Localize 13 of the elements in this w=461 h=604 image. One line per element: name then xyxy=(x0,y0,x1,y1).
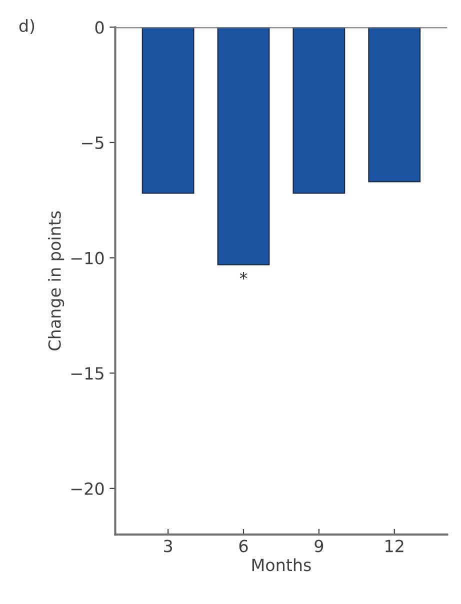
y-tick-label: 0 xyxy=(95,21,104,34)
annotation: * xyxy=(240,272,248,280)
text: d) xyxy=(19,19,34,34)
y-tick-label: −10 xyxy=(71,252,104,264)
x-tick-label: 12 xyxy=(386,540,404,552)
y-tick-label: −15 xyxy=(71,367,104,380)
y-tick-label: −5 xyxy=(82,136,104,150)
x-tick-label: 9 xyxy=(314,540,324,552)
x-tick-label: 6 xyxy=(239,540,248,552)
y-tick-label: −20 xyxy=(71,482,104,495)
x-axis-title: Months xyxy=(252,558,311,572)
y-axis-title: Change in points xyxy=(48,211,64,350)
x-tick-label: 3 xyxy=(164,540,172,552)
